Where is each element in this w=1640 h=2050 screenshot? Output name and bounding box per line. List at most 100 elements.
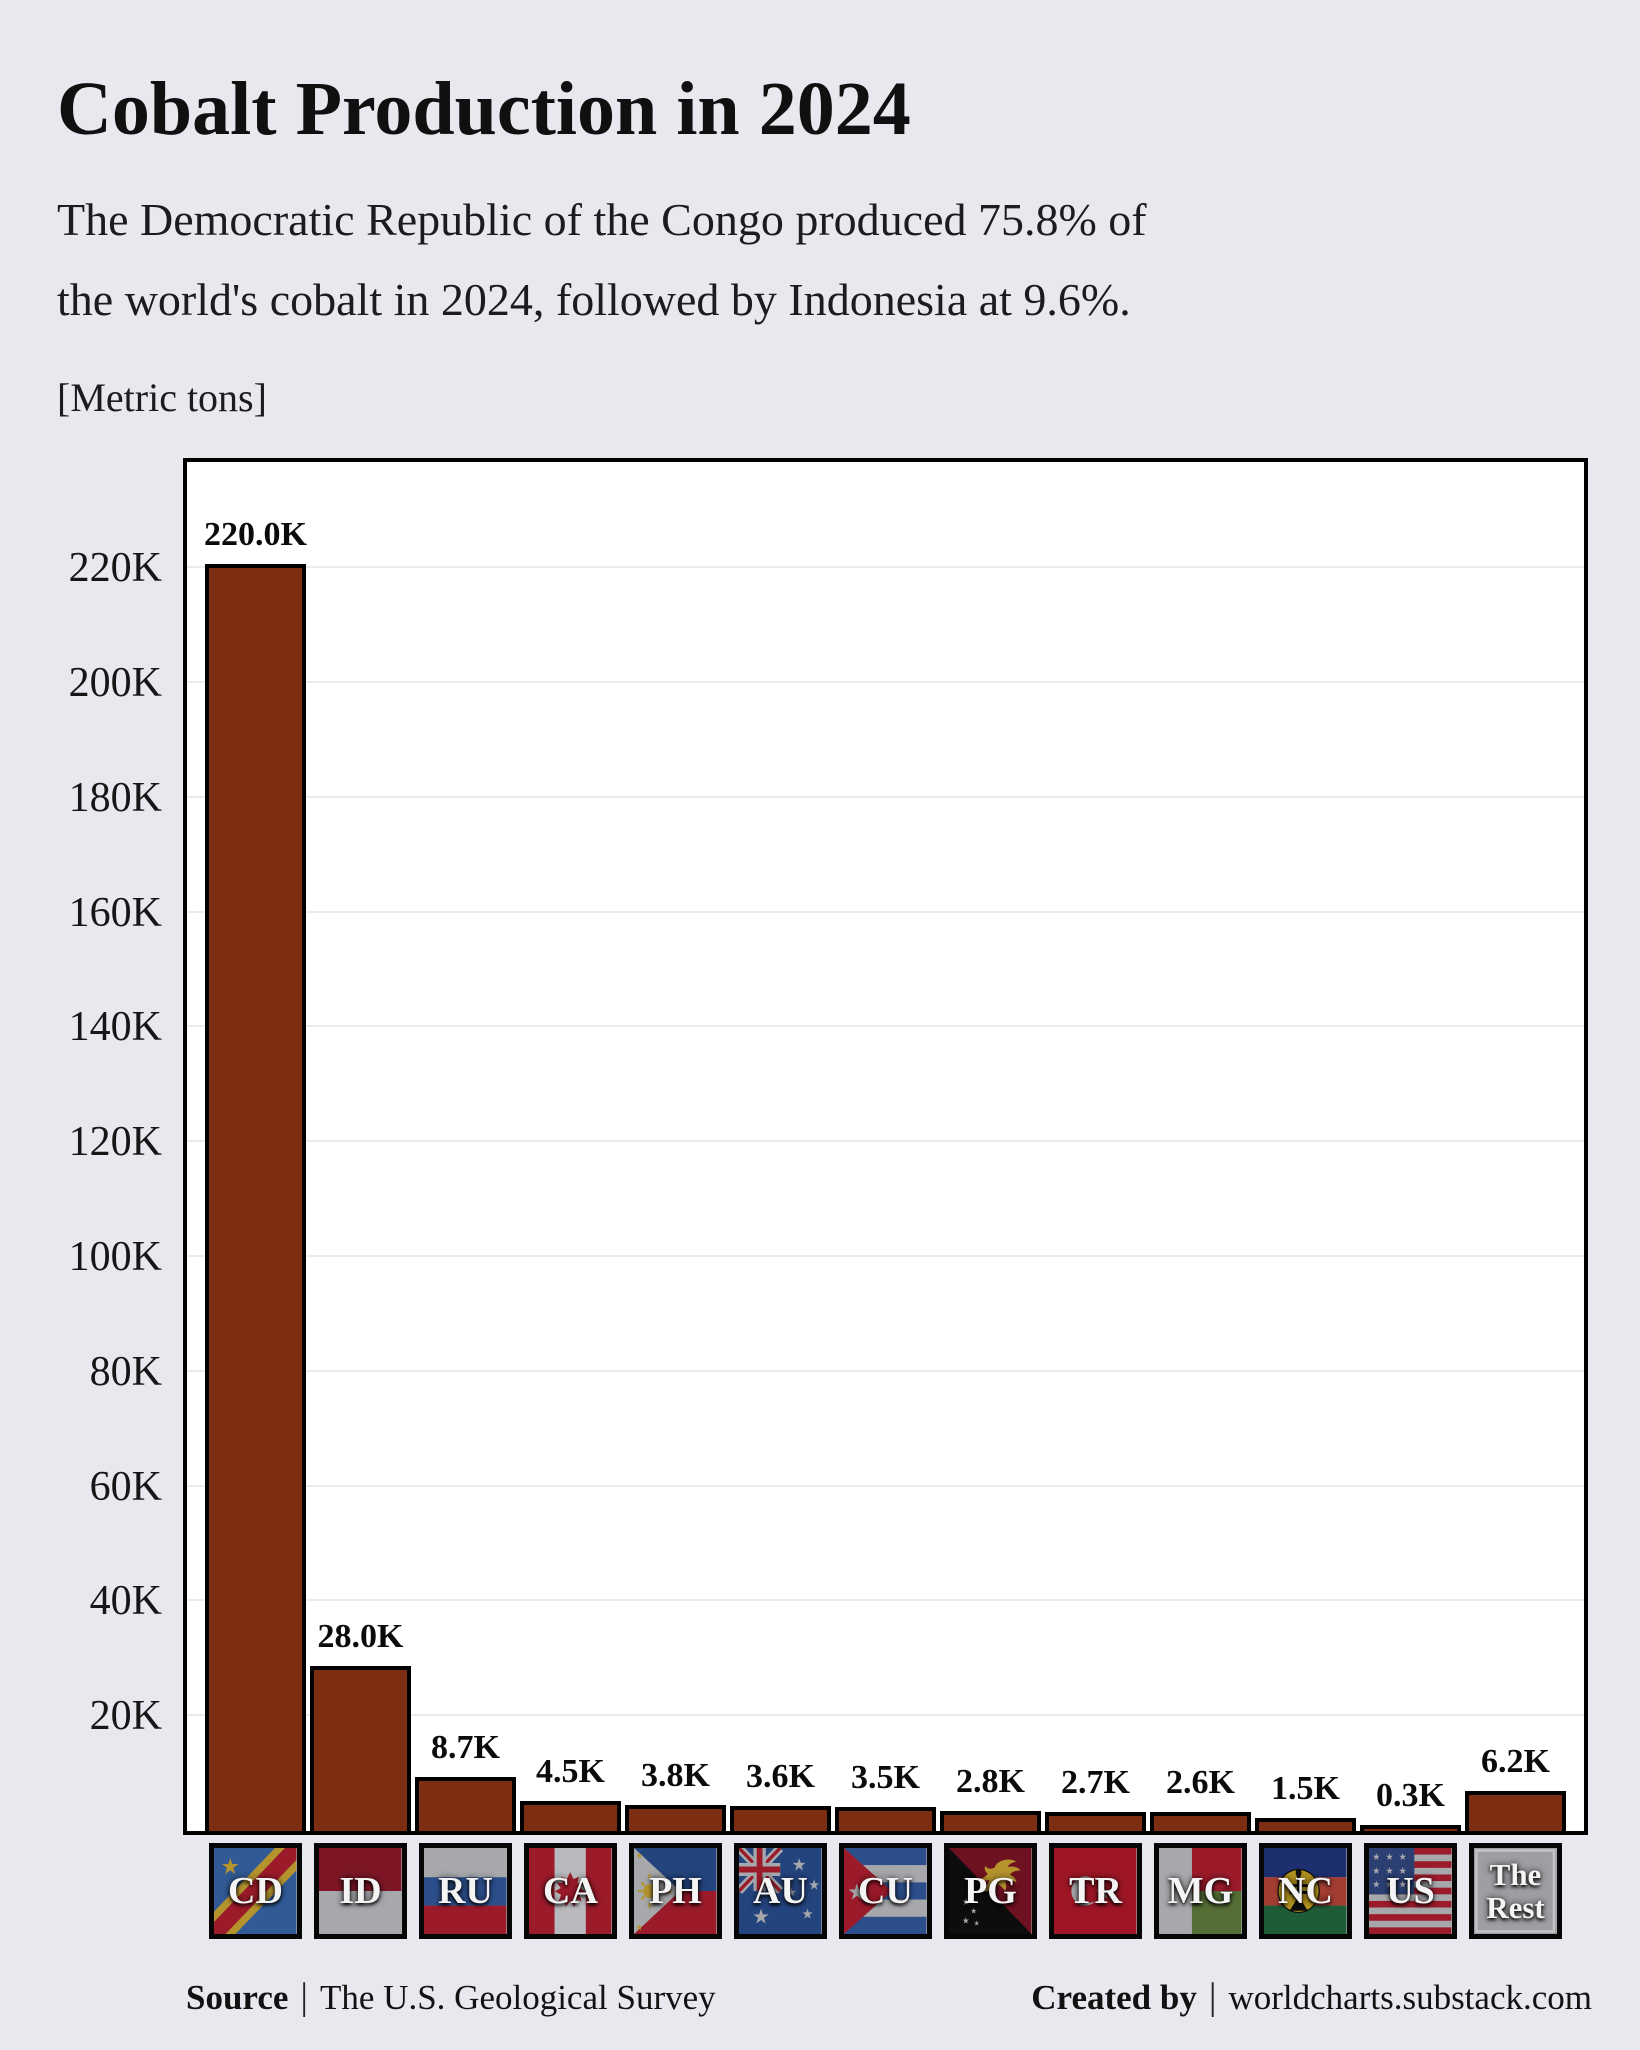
y-tick-label-20K: 20K — [89, 1693, 162, 1740]
bar-value-label-TR: 2.7K — [1061, 1764, 1130, 1801]
gridline-140K — [187, 1025, 1584, 1028]
svg-text:★: ★ — [962, 1897, 970, 1908]
svg-text:★: ★ — [1399, 1852, 1407, 1863]
bar-slot-PH: 3.8K — [623, 462, 728, 1831]
x-axis-label-NC: NC — [1278, 1870, 1333, 1912]
source-credit: Source | The U.S. Geological Survey — [186, 1975, 716, 2019]
y-tick-label-200K: 200K — [68, 659, 162, 706]
svg-text:★: ★ — [792, 1854, 807, 1874]
bar-slot-NC: 1.5K — [1253, 462, 1358, 1831]
svg-text:★: ★ — [971, 1906, 978, 1915]
flag-icon-TR: ★ TR — [1049, 1843, 1142, 1939]
svg-text:★: ★ — [666, 1886, 673, 1896]
flag-icon-CU: ★ CU — [839, 1843, 932, 1939]
chart-subtitle: The Democratic Republic of the Congo pro… — [57, 180, 1147, 340]
y-tick-label-180K: 180K — [68, 774, 162, 821]
x-axis-label-ID: ID — [339, 1870, 382, 1912]
bar-REST — [1465, 1791, 1566, 1831]
bar-slot-TR: 2.7K — [1043, 462, 1148, 1831]
bar-CA — [520, 1801, 621, 1831]
x-axis-label-AU: AU — [753, 1870, 808, 1912]
gridline-layer — [187, 462, 1584, 1831]
flag-slot-RU: RU — [413, 1843, 518, 1939]
svg-text:★: ★ — [1386, 1866, 1394, 1877]
x-axis-label-MG: MG — [1167, 1870, 1234, 1912]
svg-text:★: ★ — [636, 1850, 643, 1860]
svg-text:★: ★ — [1373, 1852, 1381, 1863]
bar-slot-REST: 6.2K — [1463, 462, 1568, 1831]
svg-text:★: ★ — [787, 1886, 797, 1899]
y-tick-label-220K: 220K — [68, 545, 162, 592]
bar-TR — [1045, 1812, 1146, 1831]
bar-PH — [625, 1805, 726, 1831]
flag-slot-ID: ID — [308, 1843, 413, 1939]
gridline-180K — [187, 795, 1584, 798]
flag-icon-CD: ★ CD — [209, 1843, 302, 1939]
x-axis-label-REST: The Rest — [1486, 1856, 1545, 1925]
bar-value-label-CA: 4.5K — [536, 1753, 605, 1790]
flag-slot-CU: ★ CU — [833, 1843, 938, 1939]
gridline-20K — [187, 1714, 1584, 1717]
bar-slot-CA: 4.5K — [518, 462, 623, 1831]
flag-icon-AU: ★ ★ ★ ★ ★ AU — [734, 1843, 827, 1939]
svg-text:★: ★ — [809, 1877, 821, 1893]
flag-icon-PG: ★ ★ ★ ★ PG — [944, 1843, 1037, 1939]
bars-row: 220.0K 28.0K 8.7K 4.5K 3.8K 3.6K 3.5K 2.8K 2.7K 2… — [187, 462, 1584, 1831]
svg-text:★: ★ — [1399, 1879, 1407, 1890]
flag-slot-TR: ★ TR — [1043, 1843, 1148, 1939]
svg-text:★: ★ — [1386, 1852, 1394, 1863]
bar-CD — [205, 564, 306, 1831]
bar-AU — [730, 1806, 831, 1831]
bar-MG — [1150, 1812, 1251, 1831]
y-tick-label-120K: 120K — [68, 1119, 162, 1166]
bar-NC — [1255, 1818, 1356, 1831]
y-tick-label-80K: 80K — [89, 1348, 162, 1395]
x-axis-label-CU: CU — [858, 1870, 913, 1912]
subtitle-line-1: The Democratic Republic of the Congo pro… — [57, 194, 1147, 245]
flag-icon-CA: CA — [524, 1843, 617, 1939]
bar-slot-CU: 3.5K — [833, 462, 938, 1831]
bar-value-label-PH: 3.8K — [641, 1757, 710, 1794]
gridline-40K — [187, 1599, 1584, 1602]
bar-value-label-MG: 2.6K — [1166, 1764, 1235, 1801]
gridline-160K — [187, 910, 1584, 913]
bar-slot-MG: 2.6K — [1148, 462, 1253, 1831]
bar-CU — [835, 1807, 936, 1831]
bar-slot-PG: 2.8K — [938, 462, 1043, 1831]
author-credit: Created by | worldcharts.substack.com — [1031, 1975, 1592, 2019]
flag-icon-NC: NC — [1259, 1843, 1352, 1939]
flag-slot-NC: NC — [1253, 1843, 1358, 1939]
y-tick-label-160K: 160K — [68, 889, 162, 936]
svg-text:★: ★ — [962, 1916, 969, 1926]
bar-slot-CD: 220.0K — [203, 462, 308, 1831]
bar-slot-RU: 8.7K — [413, 462, 518, 1831]
y-tick-label-40K: 40K — [89, 1578, 162, 1625]
rest-of-world-tile: The Rest — [1469, 1843, 1562, 1939]
created-by-label: Created by — [1031, 1978, 1197, 2017]
bar-value-label-PG: 2.8K — [956, 1763, 1025, 1800]
flag-icon-MG: MG — [1154, 1843, 1247, 1939]
svg-text:★: ★ — [802, 1906, 814, 1922]
bar-slot-ID: 28.0K — [308, 462, 413, 1831]
svg-text:★: ★ — [1095, 1882, 1111, 1903]
y-tick-label-100K: 100K — [68, 1233, 162, 1280]
x-axis-flag-labels: ★ CD ID RU CA ★ ★ ★ PH ★ ★ ★ ★ ★ AU — [187, 1843, 1584, 1939]
bar-value-label-AU: 3.6K — [746, 1758, 815, 1795]
gridline-80K — [187, 1369, 1584, 1372]
flag-slot-CD: ★ CD — [203, 1843, 308, 1939]
svg-text:★: ★ — [221, 1854, 240, 1880]
svg-text:★: ★ — [636, 1922, 643, 1932]
svg-text:★: ★ — [1373, 1879, 1381, 1890]
svg-text:★: ★ — [1399, 1866, 1407, 1877]
bar-value-label-US: 0.3K — [1376, 1777, 1445, 1814]
gridline-200K — [187, 681, 1584, 683]
svg-text:★: ★ — [752, 1904, 770, 1929]
svg-text:★: ★ — [848, 1880, 867, 1906]
x-axis-label-CD: CD — [228, 1870, 283, 1912]
flag-slot-AU: ★ ★ ★ ★ ★ AU — [728, 1843, 833, 1939]
svg-text:★: ★ — [1386, 1879, 1394, 1890]
credit-separator: | — [1208, 1976, 1217, 2018]
gridline-220K — [187, 566, 1584, 569]
y-axis-units-label: [Metric tons] — [57, 375, 267, 420]
flag-icon-ID: ID — [314, 1843, 407, 1939]
